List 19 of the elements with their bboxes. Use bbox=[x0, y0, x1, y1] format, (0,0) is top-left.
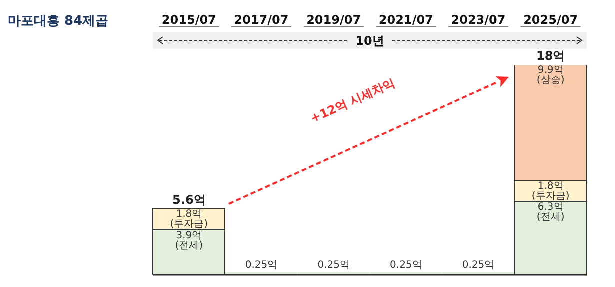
data-label: 6.3억 (전세) bbox=[536, 202, 565, 224]
x-tick-label: 2023/07 bbox=[451, 13, 506, 27]
total-label: 5.6억 bbox=[172, 193, 206, 208]
x-tick-label: 2021/07 bbox=[378, 13, 434, 27]
total-label: 18억 bbox=[536, 49, 566, 63]
text: 10년 bbox=[354, 33, 386, 50]
data-label: 0.25억 bbox=[245, 260, 278, 272]
data-label: 0.25억 bbox=[318, 260, 350, 272]
data-label: 9.9억 (상승) bbox=[536, 65, 565, 86]
x-tick-label: 2015/07 bbox=[162, 13, 216, 27]
x-tick-label: 2019/07 bbox=[306, 13, 362, 27]
chart-title: 마포대흥 84제곱 bbox=[8, 13, 109, 30]
data-label: 1.8억 (투자금) bbox=[532, 181, 570, 202]
data-label: 3.9억 (전세) bbox=[175, 230, 204, 252]
data-label: 0.25억 bbox=[462, 260, 495, 272]
x-tick-label: 2025/07 bbox=[524, 13, 578, 27]
data-label: 1.8억 (투자금) bbox=[170, 209, 208, 230]
data-label: 0.25억 bbox=[390, 260, 422, 272]
x-tick-label: 2017/07 bbox=[234, 13, 289, 27]
